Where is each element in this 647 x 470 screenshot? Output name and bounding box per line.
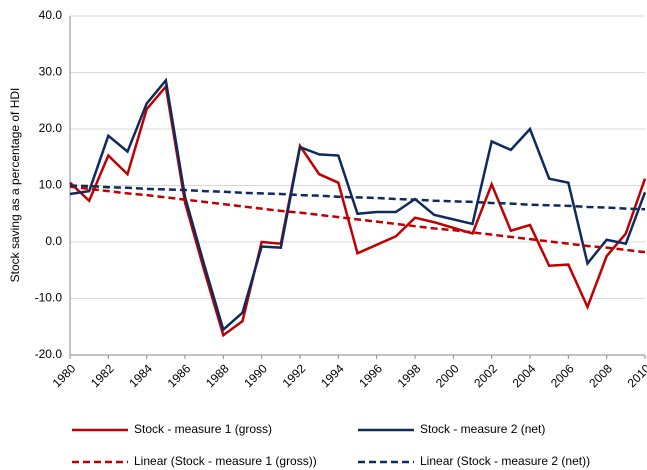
x-tick-label: 1988 xyxy=(203,361,232,390)
x-tick-label: 1980 xyxy=(50,361,79,390)
x-tick-label: 1986 xyxy=(165,361,194,390)
y-tick-label: -10.0 xyxy=(35,291,63,305)
legend-label: Stock - measure 2 (net) xyxy=(420,422,545,436)
x-tick-label: 2008 xyxy=(586,361,615,390)
x-tick-label: 2002 xyxy=(471,361,500,390)
x-tick-label: 2010 xyxy=(625,361,647,390)
y-tick-label: 10.0 xyxy=(39,178,63,192)
legend-label: Linear (Stock - measure 1 (gross)) xyxy=(134,454,317,468)
series-line xyxy=(69,77,647,332)
y-tick-label: -20.0 xyxy=(35,347,63,361)
series-line xyxy=(69,185,646,254)
legend-label: Stock - measure 1 (gross) xyxy=(134,422,272,436)
x-tick-label: 1982 xyxy=(88,361,117,390)
x-tick-label: 2004 xyxy=(510,361,539,390)
x-tick-label: 1984 xyxy=(126,361,155,390)
x-tick-label: 2006 xyxy=(548,361,577,390)
x-tick-label: 1990 xyxy=(241,361,270,390)
y-tick-label: 20.0 xyxy=(39,121,63,135)
legend-label: Linear (Stock - measure 2 (net)) xyxy=(420,454,590,468)
x-tick-label: 2000 xyxy=(433,361,462,390)
x-tick-label: 1996 xyxy=(356,361,385,390)
x-tick-label: 1998 xyxy=(395,361,424,390)
x-tick-label: 1994 xyxy=(318,361,347,390)
y-tick-label: 30.0 xyxy=(39,65,63,79)
series-line xyxy=(69,184,646,211)
y-axis-title: Stock saving as a percentage of HDI xyxy=(8,88,22,283)
y-tick-label: 0.0 xyxy=(45,234,62,248)
y-tick-label: 40.0 xyxy=(39,8,63,22)
x-tick-label: 1992 xyxy=(280,361,309,390)
